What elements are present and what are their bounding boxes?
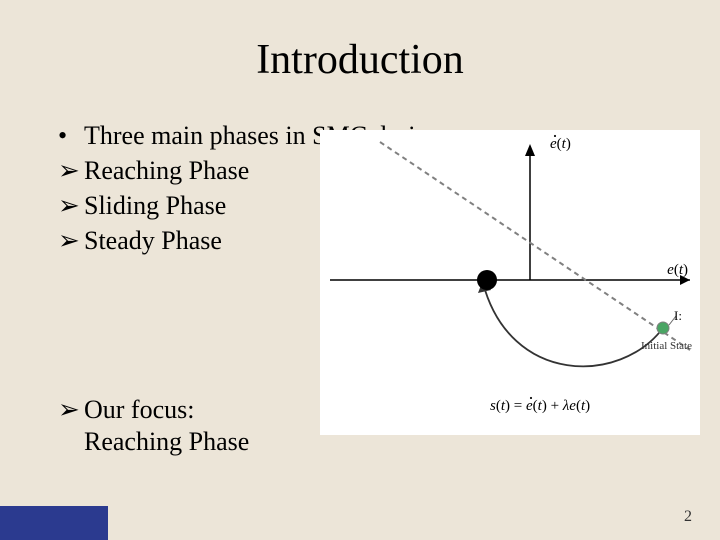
sliding-equation: s(t) = e(t) + λe(t) <box>490 398 590 415</box>
x-axis-label: e(t) <box>667 262 688 279</box>
focus-lead-text: Our focus: <box>84 392 194 427</box>
sliding-surface-line <box>380 142 690 350</box>
bullet-item-3-text: Steady Phase <box>84 223 222 258</box>
diagram-svg <box>320 130 700 435</box>
initial-state-marker <box>657 322 669 334</box>
trajectory-curve <box>483 283 663 366</box>
initial-label-short: I: <box>674 308 682 324</box>
y-axis-arrow <box>525 144 535 156</box>
initial-label-long: Initial State <box>641 340 692 352</box>
footer-accent-box <box>0 506 108 540</box>
bullet-item-2-text: Sliding Phase <box>84 188 226 223</box>
focus-item: Reaching Phase <box>84 427 249 457</box>
phase-diagram: e(t) e(t) I: Initial State s(t) = e(t) +… <box>320 130 700 435</box>
state-dot <box>477 270 497 290</box>
bullet-item-1-text: Reaching Phase <box>84 153 249 188</box>
focus-block: ➢ Our focus: Reaching Phase <box>58 392 249 457</box>
y-axis-label: e(t) <box>550 136 571 153</box>
focus-lead: ➢ Our focus: <box>58 392 249 427</box>
slide: Introduction • Three main phases in SMC … <box>0 0 720 540</box>
slide-title: Introduction <box>0 36 720 84</box>
page-number: 2 <box>684 508 692 526</box>
bullet-dot-icon: • <box>58 118 84 153</box>
arrow-icon: ➢ <box>58 223 84 258</box>
arrow-icon: ➢ <box>58 153 84 188</box>
arrow-icon: ➢ <box>58 392 84 427</box>
arrow-icon: ➢ <box>58 188 84 223</box>
